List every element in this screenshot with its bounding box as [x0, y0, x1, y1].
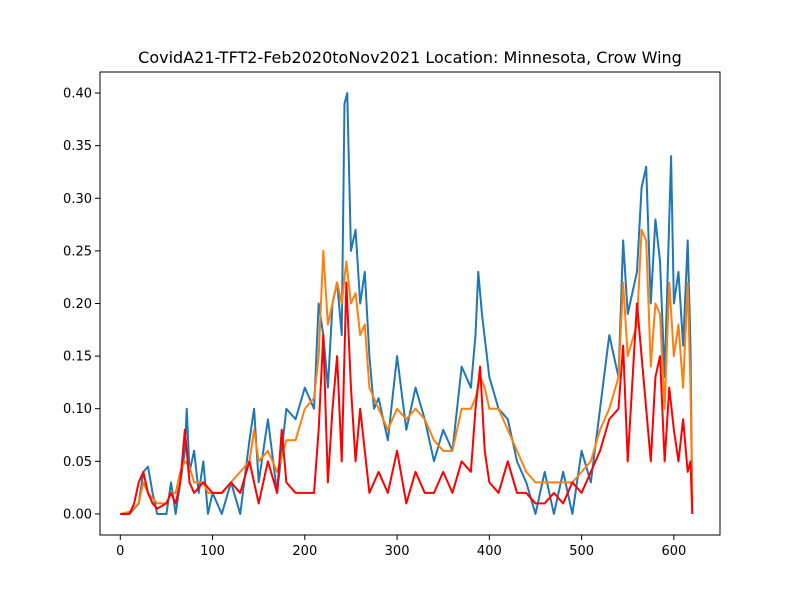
y-tick-label: 0.15 — [63, 350, 92, 365]
x-axis: 0 100 200 300 400 500 600 — [116, 535, 686, 559]
x-tick-label: 400 — [477, 544, 502, 559]
series-line-3 — [120, 281, 694, 515]
y-tick-label: 0.00 — [63, 507, 92, 522]
x-tick-label: 0 — [116, 544, 124, 559]
y-tick-label: 0.20 — [63, 297, 92, 312]
y-tick-label: 0.30 — [63, 192, 92, 207]
x-tick-label: 500 — [569, 544, 594, 559]
y-tick-label: 0.25 — [63, 244, 92, 259]
x-tick-label: 300 — [385, 544, 410, 559]
series-line-2 — [120, 228, 694, 515]
series-line-1 — [120, 92, 694, 515]
x-tick-label: 100 — [200, 544, 225, 559]
chart-title: CovidA21-TFT2-Feb2020toNov2021 Location:… — [138, 48, 682, 67]
y-tick-label: 0.40 — [63, 87, 92, 102]
y-tick-label: 0.35 — [63, 139, 92, 154]
x-tick-label: 600 — [661, 544, 686, 559]
y-tick-label: 0.10 — [63, 402, 92, 417]
y-tick-label: 0.05 — [63, 455, 92, 470]
y-axis: 0.00 0.05 0.10 0.15 0.20 0.25 0.30 0.35 0.40 — [63, 87, 100, 522]
series-layer — [120, 92, 694, 515]
x-tick-label: 200 — [292, 544, 317, 559]
